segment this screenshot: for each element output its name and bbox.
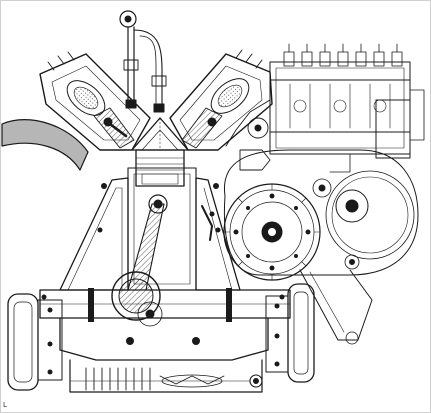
right-mount-bracket	[265, 283, 315, 383]
corner-mark: L	[3, 401, 7, 409]
right-cylinder-head	[169, 49, 273, 151]
timing-gear-housing	[223, 149, 419, 276]
left-spark-plug	[93, 107, 135, 149]
camshaft-drive-gear	[223, 178, 369, 281]
crankcase	[39, 167, 291, 345]
crankshaft-journal	[111, 271, 163, 327]
fuel-line	[225, 99, 271, 147]
left-manifold	[1, 119, 89, 171]
fuel-injection-pump	[269, 43, 425, 173]
combustion-chamber	[131, 117, 189, 151]
oil-sump	[59, 317, 269, 393]
exhaust-pipe	[299, 254, 373, 345]
left-mount-bracket	[7, 293, 63, 391]
right-spark-plug	[181, 107, 223, 149]
bolts	[41, 183, 285, 300]
intake-pipe	[119, 10, 167, 113]
injector-line	[201, 205, 213, 241]
